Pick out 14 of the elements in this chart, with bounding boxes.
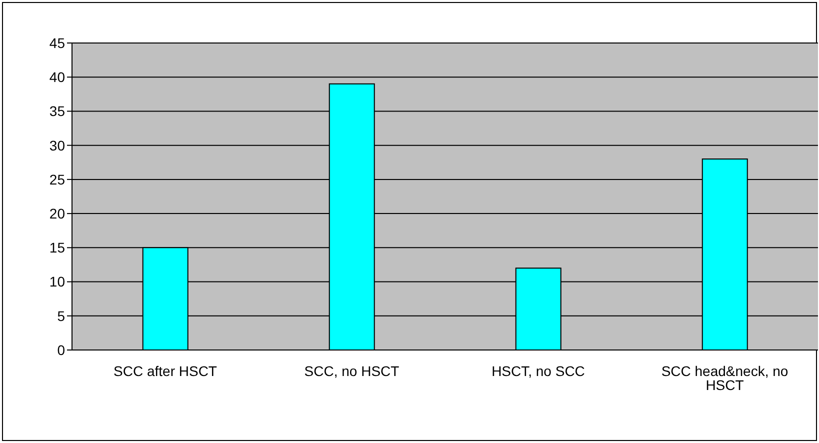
- x-tick-label: SCC, no HSCT: [304, 362, 400, 379]
- x-tick-label: SCC head&neck, no HSCT: [661, 362, 788, 393]
- y-tick-label: 30: [49, 137, 66, 154]
- x-tick-label: HSCT, no SCC: [492, 362, 585, 379]
- y-tick-label: 15: [49, 240, 66, 256]
- y-tick-label: 5: [57, 308, 66, 324]
- y-tick-label: 20: [49, 206, 66, 222]
- y-tick-label: 25: [49, 171, 66, 188]
- y-tick-label: 45: [49, 34, 66, 51]
- y-tick-label: 35: [49, 103, 66, 120]
- y-tick-label: 10: [49, 274, 66, 290]
- y-tick-label: 40: [49, 69, 66, 86]
- y-tick-label: 0: [57, 342, 66, 358]
- x-tick-label: SCC after HSCT: [114, 362, 218, 379]
